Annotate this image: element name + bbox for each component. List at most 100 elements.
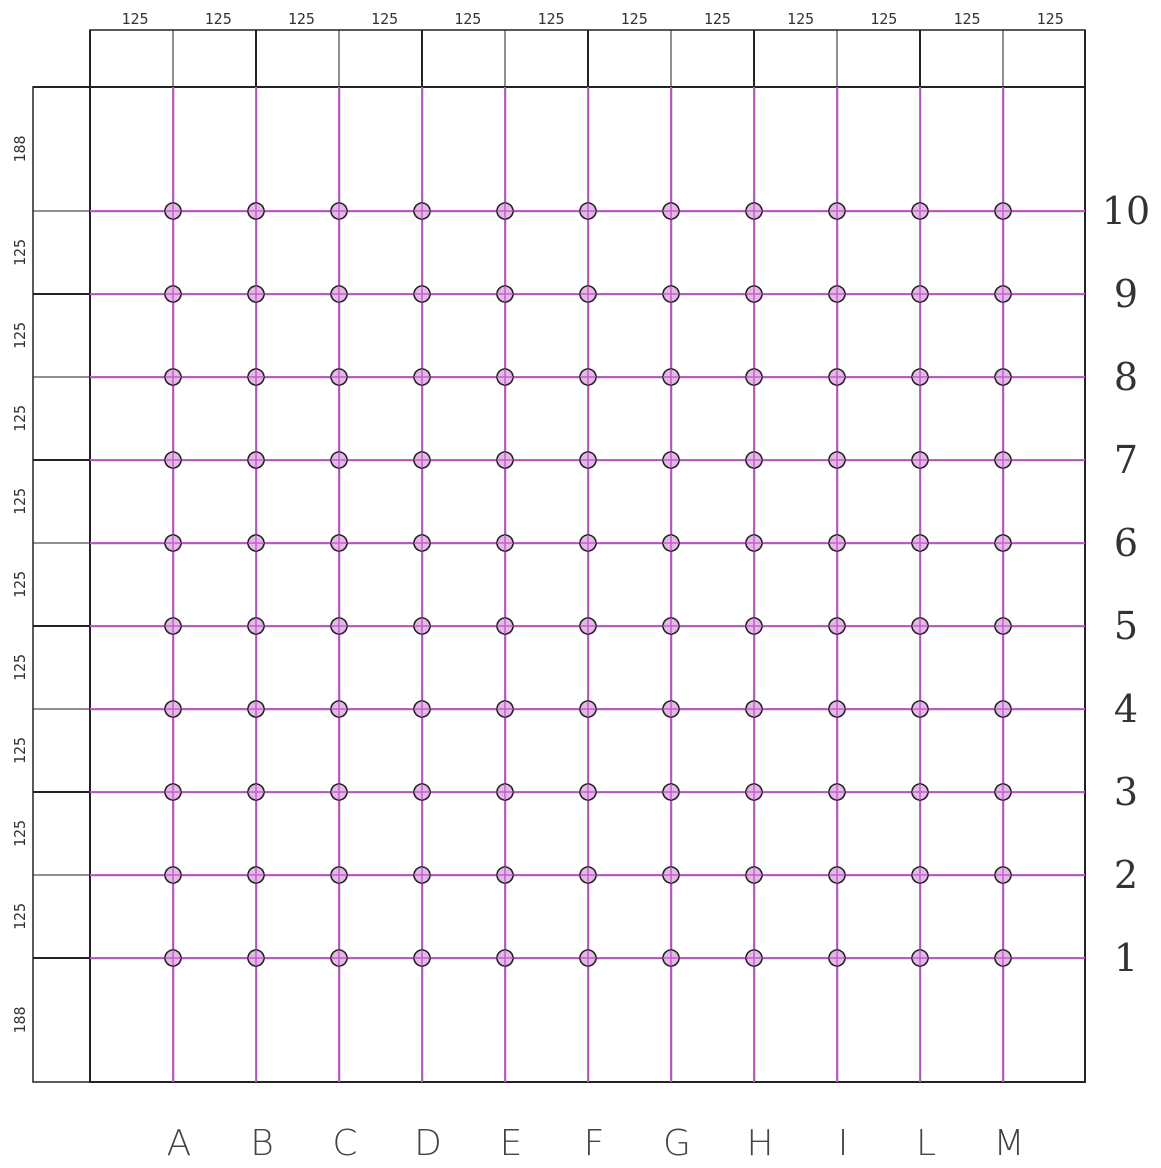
intersection-marker <box>247 451 265 469</box>
left-dimension-label: 125 <box>11 820 29 847</box>
column-label: D <box>414 1123 442 1164</box>
intersection-marker <box>579 285 597 303</box>
row-label: 1 <box>1114 936 1138 980</box>
intersection-marker <box>994 783 1012 801</box>
left-strip-frame <box>32 86 91 1083</box>
top-dimension-label: 125 <box>454 10 481 28</box>
intersection-marker <box>164 202 182 220</box>
row-label: 3 <box>1114 770 1138 814</box>
intersection-marker <box>496 534 514 552</box>
intersection-marker <box>164 285 182 303</box>
intersection-marker <box>579 700 597 718</box>
left-dimension-label: 125 <box>11 405 29 432</box>
top-dimension-label: 125 <box>205 10 232 28</box>
column-label: F <box>584 1123 605 1164</box>
column-label: E <box>500 1123 523 1164</box>
intersection-marker <box>911 783 929 801</box>
intersection-marker <box>247 949 265 967</box>
intersection-marker <box>911 534 929 552</box>
column-label: B <box>250 1123 274 1164</box>
intersection-marker <box>994 949 1012 967</box>
intersection-marker <box>662 617 680 635</box>
intersection-marker <box>413 700 431 718</box>
intersection-marker <box>496 368 514 386</box>
row-label: 9 <box>1114 272 1138 316</box>
column-label: A <box>167 1123 192 1164</box>
intersection-marker <box>745 451 763 469</box>
column-label: H <box>746 1123 773 1164</box>
row-label: 5 <box>1114 604 1138 648</box>
column-label: M <box>993 1123 1024 1164</box>
intersection-marker <box>911 368 929 386</box>
intersection-marker <box>247 783 265 801</box>
intersection-marker <box>579 617 597 635</box>
intersection-marker <box>994 534 1012 552</box>
intersection-marker <box>330 202 348 220</box>
intersection-marker <box>662 368 680 386</box>
intersection-marker <box>579 202 597 220</box>
intersection-marker <box>164 617 182 635</box>
intersection-marker <box>745 617 763 635</box>
intersection-marker <box>828 368 846 386</box>
left-dimension-label: 188 <box>11 135 29 162</box>
intersection-marker <box>496 949 514 967</box>
intersection-marker <box>413 617 431 635</box>
top-dimension-label: 125 <box>704 10 731 28</box>
left-dimension-strip: 188 125 125 125 125 125 125 125 125 125 188 <box>11 86 91 1083</box>
intersection-marker <box>164 451 182 469</box>
intersection-marker <box>579 866 597 884</box>
intersection-marker <box>579 534 597 552</box>
intersection-marker <box>330 368 348 386</box>
intersection-marker <box>413 949 431 967</box>
intersection-marker <box>745 534 763 552</box>
intersection-marker <box>330 617 348 635</box>
intersection-marker <box>413 368 431 386</box>
left-dimension-label: 125 <box>11 571 29 598</box>
intersection-marker <box>413 451 431 469</box>
left-dimension-label: 125 <box>11 903 29 930</box>
intersection-marker <box>330 949 348 967</box>
top-dimension-label: 125 <box>1037 10 1064 28</box>
row-label: 7 <box>1114 438 1138 482</box>
row-label: 2 <box>1114 853 1138 897</box>
intersection-marker <box>496 202 514 220</box>
intersection-marker <box>745 202 763 220</box>
intersection-marker <box>164 783 182 801</box>
intersection-marker <box>828 617 846 635</box>
row-label: 8 <box>1114 355 1138 399</box>
intersection-marker <box>330 783 348 801</box>
top-dimension-label: 125 <box>121 10 148 28</box>
intersection-marker <box>745 866 763 884</box>
grid-lines <box>90 87 1085 1082</box>
axis-labels: A B C D E F G H I L M 10 9 8 7 6 5 4 3 2 1 <box>167 189 1151 1164</box>
intersection-marker <box>164 866 182 884</box>
intersection-marker <box>828 285 846 303</box>
intersection-marker <box>330 285 348 303</box>
intersection-marker <box>164 700 182 718</box>
intersection-marker <box>247 368 265 386</box>
top-dimension-label: 125 <box>288 10 315 28</box>
intersection-marker <box>828 451 846 469</box>
intersection-marker <box>413 783 431 801</box>
intersection-marker <box>994 617 1012 635</box>
intersection-marker <box>745 949 763 967</box>
top-dimension-label: 125 <box>371 10 398 28</box>
left-dimension-label: 188 <box>11 1006 29 1033</box>
intersection-marker <box>164 368 182 386</box>
intersection-marker <box>662 783 680 801</box>
intersection-marker <box>496 700 514 718</box>
intersection-marker <box>745 700 763 718</box>
intersection-marker <box>247 617 265 635</box>
top-dimension-label: 125 <box>787 10 814 28</box>
intersection-marker <box>330 451 348 469</box>
intersection-marker <box>413 202 431 220</box>
intersection-marker <box>496 285 514 303</box>
column-label: L <box>916 1123 936 1164</box>
intersection-marker <box>579 949 597 967</box>
intersection-marker <box>662 534 680 552</box>
intersection-marker <box>828 202 846 220</box>
intersection-marker <box>745 285 763 303</box>
intersection-marker <box>911 451 929 469</box>
intersection-marker <box>994 285 1012 303</box>
intersection-marker <box>662 700 680 718</box>
